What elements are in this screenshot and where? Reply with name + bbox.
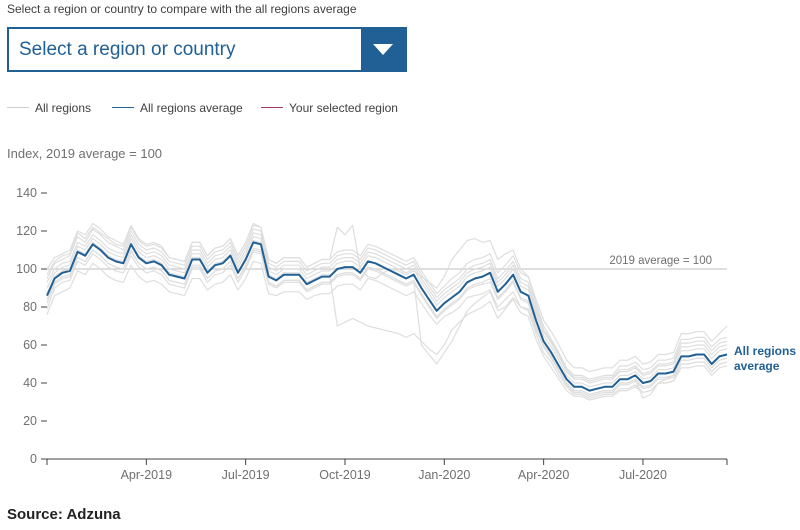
legend-label-average: All regions average <box>140 101 243 115</box>
x-tick-label: Jan-2020 <box>418 468 470 482</box>
legend-label-selected-region: Your selected region <box>289 101 398 115</box>
y-axis-note: Index, 2019 average = 100 <box>7 146 163 161</box>
y-tick-label: 140 <box>16 186 37 200</box>
region-series-line <box>46 236 728 388</box>
reference-line-label: 2019 average = 100 <box>609 255 712 267</box>
y-tick-label: 120 <box>16 224 37 238</box>
legend-swatch-average <box>112 107 134 108</box>
region-select-dropdown[interactable]: Select a region or country <box>7 27 407 72</box>
region-select-placeholder: Select a region or country <box>19 39 236 60</box>
x-tick-label: Jul-2019 <box>222 468 270 482</box>
region-series-line <box>46 249 728 399</box>
y-tick-label: 0 <box>30 452 37 466</box>
chart-source: Source: Adzuna <box>7 506 121 523</box>
region-series-line <box>46 260 728 399</box>
chevron-down-icon <box>373 44 393 55</box>
region-series-line <box>46 251 728 397</box>
y-tick-label: 40 <box>23 376 37 390</box>
region-series-line <box>46 239 728 401</box>
region-series-line <box>46 222 728 373</box>
legend-swatch-all-regions <box>7 107 29 108</box>
average-series-label: All regions <box>734 344 796 358</box>
y-tick-label: 60 <box>23 338 37 352</box>
y-tick-label: 80 <box>23 300 37 314</box>
legend-swatch-selected-region <box>261 107 283 108</box>
region-series-line <box>46 222 728 380</box>
y-tick-label: 20 <box>23 414 37 428</box>
x-tick-label: Apr-2020 <box>518 468 569 482</box>
x-tick-label: Jul-2020 <box>619 468 667 482</box>
region-series-line <box>46 228 728 382</box>
x-tick-label: Apr-2019 <box>121 468 172 482</box>
average-series-line <box>46 241 728 392</box>
average-series-label: average <box>734 359 780 373</box>
dropdown-button[interactable] <box>361 29 405 70</box>
x-tick-label: Oct-2019 <box>319 468 370 482</box>
y-tick-label: 100 <box>16 262 37 276</box>
region-series-line <box>46 232 728 384</box>
legend-label-all-regions: All regions <box>35 101 92 115</box>
region-select-prompt: Select a region or country to compare wi… <box>7 2 357 16</box>
